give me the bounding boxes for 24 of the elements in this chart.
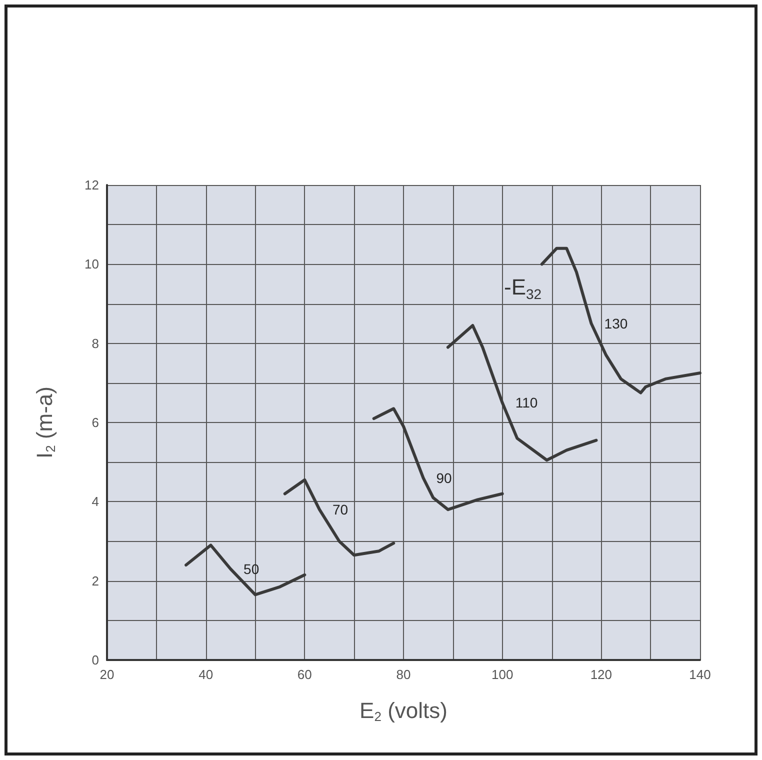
line-series — [446, 324, 598, 462]
line-series — [184, 544, 306, 596]
y-tick-label: 6 — [92, 415, 99, 430]
x-tick-label: 40 — [198, 667, 214, 682]
x-tick-label: 100 — [491, 667, 514, 682]
x-tick-label: 140 — [689, 667, 711, 682]
y-tick-label: 12 — [84, 178, 99, 192]
series-label: 70 — [332, 502, 348, 518]
y-tick-label: 8 — [92, 336, 99, 351]
y-axis-title: I2 (m-a) — [32, 386, 58, 459]
y-tick-label: 4 — [92, 494, 99, 510]
x-tick-label: 60 — [297, 667, 312, 682]
line-series — [283, 478, 396, 557]
line-series — [540, 246, 702, 394]
series-label: 90 — [436, 470, 452, 486]
x-tick-label: 120 — [590, 667, 612, 682]
y-tick-label: 2 — [92, 573, 99, 588]
line-series — [372, 407, 504, 512]
series-label: 110 — [515, 394, 538, 411]
series-label: 130 — [604, 316, 628, 332]
y-tick-label: 0 — [92, 652, 99, 668]
x-tick-label: 20 — [100, 667, 114, 682]
y-tick-label: 10 — [84, 256, 99, 272]
x-tick-label: 80 — [396, 667, 411, 682]
